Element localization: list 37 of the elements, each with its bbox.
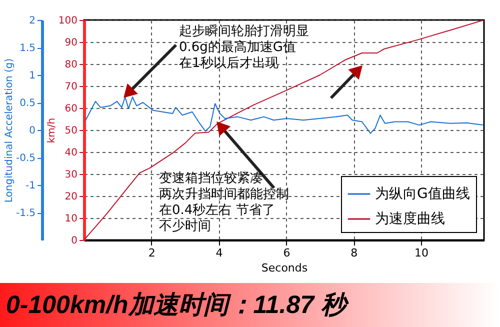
annotation: 在0.4秒左右 节省了 — [159, 203, 275, 218]
annotation: 不少时间 — [159, 219, 211, 234]
annotation: 0.6g的最高加速G值 — [179, 39, 296, 55]
y2-tick-label: 1 — [29, 70, 36, 82]
y2-tick-label: -0.5 — [16, 153, 36, 164]
y2-axis-title: Longitudinal Acceleration (g) — [4, 58, 15, 203]
y-tick-label: 10 — [64, 214, 78, 224]
x-tick-label: 2 — [148, 246, 156, 260]
legend-label: 为纵向G值曲线 — [375, 186, 470, 202]
y-tick-label: 80 — [64, 60, 78, 70]
y-tick-label: 40 — [64, 148, 78, 158]
x-tick-label: 6 — [283, 246, 290, 260]
y2-tick-label: 0 — [29, 126, 36, 136]
annotation: 在1秒以后才出现 — [179, 56, 278, 71]
y2-tick-label: 0.5 — [20, 98, 36, 109]
y2-tick-label: 2 — [29, 16, 36, 26]
y-tick-label: 100 — [58, 16, 78, 26]
y2-tick-label: 1.5 — [20, 43, 36, 54]
x-axis-title: Seconds — [261, 262, 308, 274]
text: 0-100km/h加速时间：11.87 秒 — [6, 291, 349, 319]
y2-tick-label: -1 — [26, 180, 36, 192]
y-tick-label: 20 — [64, 192, 78, 202]
annotation: 两次升挡时间都能控制 — [159, 187, 289, 202]
legend-label: 为速度曲线 — [375, 211, 445, 227]
y-tick-label: 50 — [64, 126, 78, 136]
y-tick-label: 90 — [64, 38, 78, 48]
x-tick-label: 10 — [414, 246, 428, 260]
y-tick-label: 30 — [64, 170, 78, 180]
y-tick-label: 0 — [71, 236, 78, 246]
y2-tick-label: -1.5 — [16, 208, 36, 219]
x-tick-label: 8 — [350, 246, 358, 260]
y-tick-label: 60 — [64, 104, 78, 114]
y-tick-label: 70 — [64, 82, 78, 92]
annotation: 起步瞬间轮胎打滑明显 — [179, 24, 309, 39]
y-axis-title: km/h — [46, 118, 58, 144]
x-tick-label: 4 — [216, 246, 223, 260]
annotation: 变速箱挡位较紧凑 — [159, 171, 263, 186]
